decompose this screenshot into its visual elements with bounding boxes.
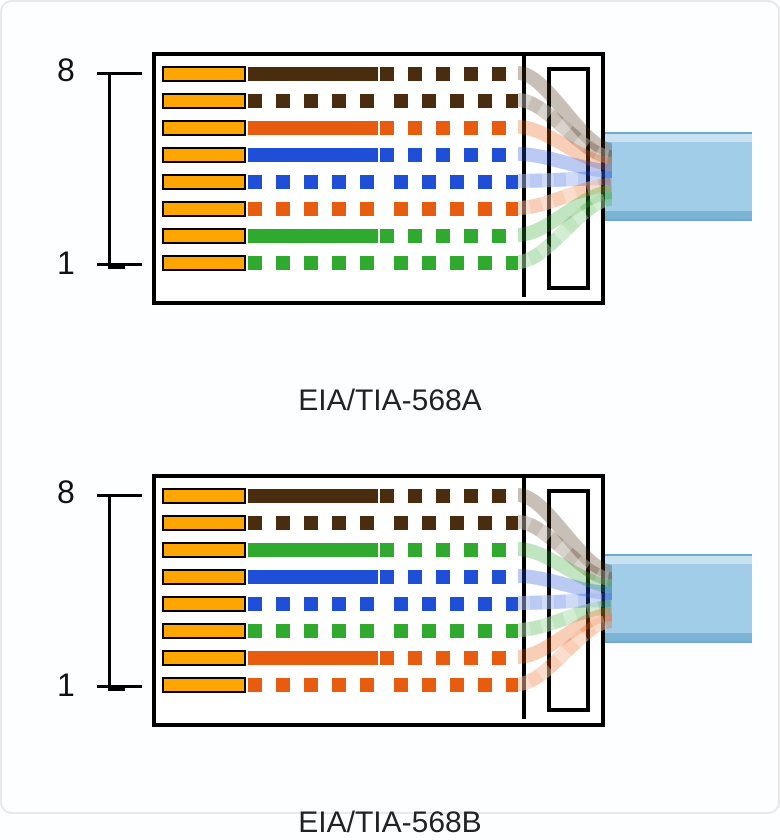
contact-pin [162,147,246,163]
page-frame: 81 EIA/TIA-568A 81 EIA/TIA-568B [0,0,780,814]
wire-segment-solid [248,202,378,216]
wire-segment-striped [380,121,518,135]
wire-segment-striped [380,570,518,584]
contact-pin [162,515,246,531]
connector-inner-divider [522,478,526,719]
contact-pin [162,228,246,244]
connector-inner-divider [522,56,526,297]
wire-segment-solid [248,543,378,557]
contact-pin [162,93,246,109]
wire-segment-solid [248,624,378,638]
ethernet-cable [602,554,752,643]
connector-latch-slot [547,67,590,290]
wire-segment-striped [380,229,518,243]
pin-number-bottom: 1 [57,245,75,282]
wire-segment-striped [380,624,518,638]
contact-pin [162,66,246,82]
pin-number-bottom: 1 [57,667,75,704]
wire-segment-solid [248,651,378,665]
wire-segment-solid [248,94,378,108]
wire-segment-solid [248,256,378,270]
wire-segment-striped [380,543,518,557]
wire-segment-solid [248,570,378,584]
pin-range-bracket [108,494,125,691]
contact-pin [162,201,246,217]
wire-segment-solid [248,148,378,162]
wire-segment-striped [380,67,518,81]
wire-segment-striped [380,678,518,692]
wire-segment-solid [248,489,378,503]
pin-number-top: 8 [57,52,75,89]
wire-segment-solid [248,229,378,243]
wire-segment-striped [380,175,518,189]
wire-segment-solid [248,597,378,611]
wire-segment-striped [380,651,518,665]
wire-segment-striped [380,597,518,611]
diagram-t568a: 81 [2,22,780,382]
pin-number-top: 8 [57,474,75,511]
wire-segment-solid [248,678,378,692]
wire-segment-striped [380,489,518,503]
wire-segment-striped [380,202,518,216]
contact-pin [162,569,246,585]
pin-range-bracket [108,72,125,269]
wire-segment-solid [248,175,378,189]
contact-pin [162,650,246,666]
wire-segment-striped [380,516,518,530]
contact-pin [162,596,246,612]
contact-pin [162,255,246,271]
wire-segment-striped [380,94,518,108]
wire-segment-solid [248,67,378,81]
connector-latch-slot [547,489,590,712]
caption-t568a: EIA/TIA-568A [2,384,778,418]
diagram-t568b: 81 [2,444,780,804]
wire-segment-striped [380,256,518,270]
wire-segment-solid [248,121,378,135]
caption-t568b: EIA/TIA-568B [2,806,778,840]
contact-pin [162,623,246,639]
wire-segment-striped [380,148,518,162]
contact-pin [162,488,246,504]
contact-pin [162,542,246,558]
contact-pin [162,677,246,693]
ethernet-cable [602,132,752,221]
contact-pin [162,120,246,136]
wire-segment-solid [248,516,378,530]
contact-pin [162,174,246,190]
